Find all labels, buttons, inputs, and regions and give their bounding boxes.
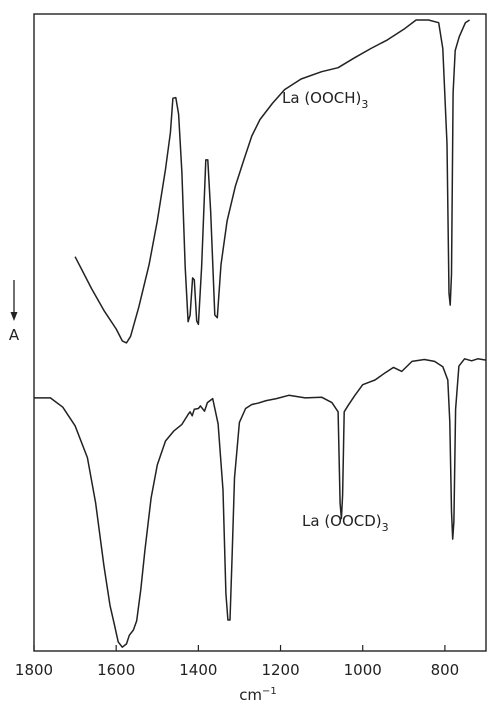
series-label-la-ooch3: La (OOCH)3 xyxy=(282,89,368,111)
y-axis-arrow-label: A xyxy=(9,326,20,344)
x-axis-ticks xyxy=(33,645,446,651)
series-label-la-ooch3-subscript: 3 xyxy=(361,98,368,111)
x-axis-title-exponent: −1 xyxy=(262,686,277,697)
x-tick-label-1000: 1000 xyxy=(344,661,382,679)
series-line-la-ooch-3 xyxy=(74,19,471,344)
x-tick-label-1200: 1200 xyxy=(261,661,299,679)
spectrum-curves xyxy=(34,19,487,648)
x-tick-label-1600: 1600 xyxy=(97,661,135,679)
x-axis-tick-labels: 1800 1600 1400 1200 1000 800 xyxy=(15,661,459,679)
series-label-la-oocd3: La (OOCD)3 xyxy=(302,512,389,534)
plot-frame xyxy=(33,13,487,652)
absorbance-arrow xyxy=(10,280,18,321)
series-label-la-oocd3-subscript: 3 xyxy=(382,521,389,534)
x-tick-label-1400: 1400 xyxy=(179,661,217,679)
x-axis-title: cm−1 xyxy=(239,686,277,704)
x-tick-label-1800: 1800 xyxy=(15,661,53,679)
series-line-la-oocd-3 xyxy=(34,358,487,648)
x-tick-label-800: 800 xyxy=(431,661,460,679)
